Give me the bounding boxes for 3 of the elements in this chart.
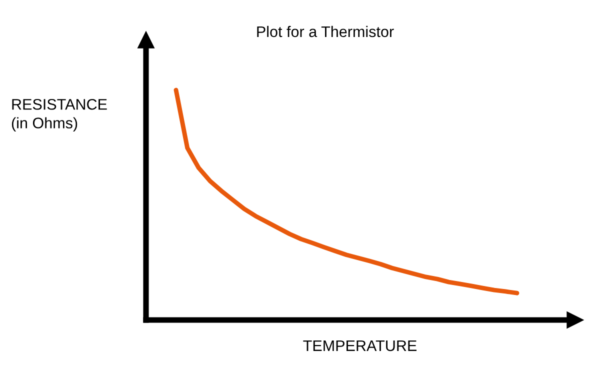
y-axis-title: RESISTANCE (in Ohms)	[12, 98, 107, 132]
x-axis-title: TEMPERATURE	[303, 340, 416, 352]
chart-title: Plot for a Thermistor	[257, 26, 394, 38]
